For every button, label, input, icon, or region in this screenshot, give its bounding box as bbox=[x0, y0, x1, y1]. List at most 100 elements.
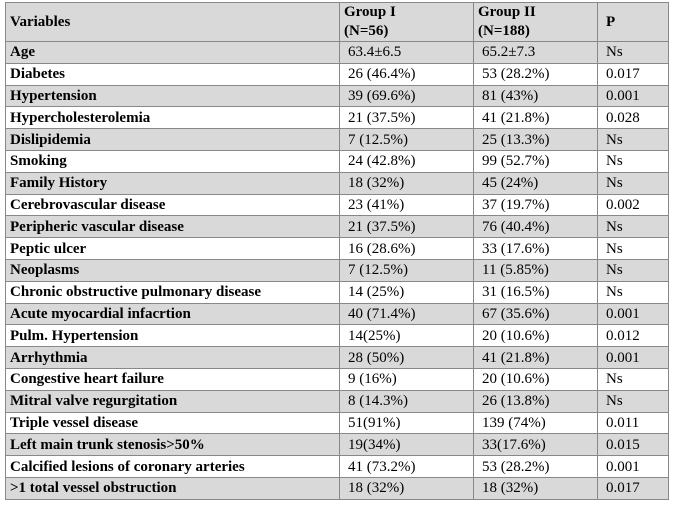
cell-group2: 53 (28.2%) bbox=[473, 62, 598, 86]
cell-p: Ns bbox=[597, 367, 669, 391]
cell-p: Ns bbox=[597, 149, 669, 173]
table-header: Variables Group I (N=56) Group II (N=188… bbox=[5, 2, 669, 42]
cell-variable: Triple vessel disease bbox=[5, 411, 340, 435]
header-group2-label: Group II bbox=[478, 4, 536, 20]
table-row: Pulm. Hypertension 14(25%) 20 (10.6%) 0.012 bbox=[5, 324, 669, 348]
table-row: Hypertension 39 (69.6%) 81 (43%) 0.001 bbox=[5, 84, 669, 108]
cell-group1: 7 (12.5%) bbox=[339, 258, 474, 282]
table-row: Age 63.4±6.5 65.2±7.3 Ns bbox=[5, 41, 669, 64]
table-row: Peptic ulcer 16 (28.6%) 33 (17.6%) Ns bbox=[5, 237, 669, 260]
cell-group1: 39 (69.6%) bbox=[339, 84, 474, 108]
header-group1-n: (N=56) bbox=[344, 23, 389, 39]
table-row: Cerebrovascular disease 23 (41%) 37 (19.7%… bbox=[5, 193, 669, 217]
cell-group1: 28 (50%) bbox=[339, 346, 474, 369]
cell-group1: 9 (16%) bbox=[339, 367, 474, 391]
cell-p: Ns bbox=[597, 128, 669, 151]
cell-group1: 21 (37.5%) bbox=[339, 106, 474, 130]
header-group2: Group II (N=188) bbox=[473, 2, 598, 42]
cell-group1: 26 (46.4%) bbox=[339, 62, 474, 86]
table-row: >1 total vessel obstruction 18 (32%) 18 (3… bbox=[5, 476, 669, 500]
cell-group2: 41 (21.8%) bbox=[473, 106, 598, 130]
cell-p: Ns bbox=[597, 389, 669, 413]
cell-variable: Family History bbox=[5, 171, 340, 195]
cell-variable: Congestive heart failure bbox=[5, 367, 340, 391]
cell-variable: >1 total vessel obstruction bbox=[5, 476, 340, 500]
cell-group1: 24 (42.8%) bbox=[339, 149, 474, 173]
table-row: Hypercholesterolemia 21 (37.5%) 41 (21.8%)… bbox=[5, 106, 669, 130]
cell-variable: Acute myocardial infacrtion bbox=[5, 302, 340, 326]
header-p: P bbox=[597, 2, 669, 42]
header-variables: Variables bbox=[5, 2, 340, 42]
table-row: Arrhythmia 28 (50%) 41 (21.8%) 0.001 bbox=[5, 346, 669, 369]
cell-group1: 51(91%) bbox=[339, 411, 474, 435]
table-row: Chronic obstructive pulmonary disease 14 … bbox=[5, 280, 669, 304]
cell-variable: Peptic ulcer bbox=[5, 237, 340, 260]
cell-group1: 16 (28.6%) bbox=[339, 237, 474, 260]
cell-group2: 25 (13.3%) bbox=[473, 128, 598, 151]
cell-p: 0.011 bbox=[597, 411, 669, 435]
cell-group1: 14 (25%) bbox=[339, 280, 474, 304]
cell-p: 0.012 bbox=[597, 324, 669, 348]
cell-group2: 33 (17.6%) bbox=[473, 237, 598, 260]
cell-group2: 26 (13.8%) bbox=[473, 389, 598, 413]
cell-p: Ns bbox=[597, 171, 669, 195]
cell-group2: 76 (40.4%) bbox=[473, 215, 598, 239]
table-row: Calcified lesions of coronary arteries 41… bbox=[5, 455, 669, 478]
cell-variable: Dislipidemia bbox=[5, 128, 340, 151]
cell-variable: Peripheric vascular disease bbox=[5, 215, 340, 239]
cell-group1: 7 (12.5%) bbox=[339, 128, 474, 151]
cell-p: 0.001 bbox=[597, 455, 669, 478]
cell-p: 0.001 bbox=[597, 302, 669, 326]
cell-group1: 21 (37.5%) bbox=[339, 215, 474, 239]
cell-p: 0.017 bbox=[597, 62, 669, 86]
cell-group1: 18 (32%) bbox=[339, 476, 474, 500]
cell-variable: Pulm. Hypertension bbox=[5, 324, 340, 348]
cell-group2: 20 (10.6%) bbox=[473, 324, 598, 348]
header-group1: Group I (N=56) bbox=[339, 2, 474, 42]
cell-variable: Hypercholesterolemia bbox=[5, 106, 340, 130]
cell-p: 0.017 bbox=[597, 476, 669, 500]
data-table: Variables Group I (N=56) Group II (N=188… bbox=[5, 2, 669, 500]
cell-p: Ns bbox=[597, 258, 669, 282]
cell-group1: 19(34%) bbox=[339, 433, 474, 457]
cell-variable: Cerebrovascular disease bbox=[5, 193, 340, 217]
cell-group1: 23 (41%) bbox=[339, 193, 474, 217]
cell-variable: Age bbox=[5, 41, 340, 64]
table-row: Triple vessel disease 51(91%) 139 (74%) 0.0… bbox=[5, 411, 669, 435]
cell-p: 0.028 bbox=[597, 106, 669, 130]
cell-variable: Neoplasms bbox=[5, 258, 340, 282]
cell-group2: 139 (74%) bbox=[473, 411, 598, 435]
table-container: Variables Group I (N=56) Group II (N=188… bbox=[5, 2, 669, 500]
cell-p: 0.001 bbox=[597, 346, 669, 369]
cell-group1: 8 (14.3%) bbox=[339, 389, 474, 413]
cell-variable: Mitral valve regurgitation bbox=[5, 389, 340, 413]
cell-variable: Diabetes bbox=[5, 62, 340, 86]
table-row: Dislipidemia 7 (12.5%) 25 (13.3%) Ns bbox=[5, 128, 669, 151]
cell-variable: Hypertension bbox=[5, 84, 340, 108]
cell-group1: 40 (71.4%) bbox=[339, 302, 474, 326]
cell-p: Ns bbox=[597, 280, 669, 304]
cell-group2: 11 (5.85%) bbox=[473, 258, 598, 282]
cell-group1: 41 (73.2%) bbox=[339, 455, 474, 478]
table-row: Mitral valve regurgitation 8 (14.3%) 26 (1… bbox=[5, 389, 669, 413]
header-group2-n: (N=188) bbox=[478, 23, 530, 39]
cell-group2: 65.2±7.3 bbox=[473, 41, 598, 64]
table-row: Acute myocardial infacrtion 40 (71.4%) 67 … bbox=[5, 302, 669, 326]
cell-group2: 45 (24%) bbox=[473, 171, 598, 195]
cell-group2: 41 (21.8%) bbox=[473, 346, 598, 369]
table-row: Neoplasms 7 (12.5%) 11 (5.85%) Ns bbox=[5, 258, 669, 282]
cell-variable: Arrhythmia bbox=[5, 346, 340, 369]
table-row: Peripheric vascular disease 21 (37.5%) 76 … bbox=[5, 215, 669, 239]
cell-group2: 81 (43%) bbox=[473, 84, 598, 108]
cell-group1: 63.4±6.5 bbox=[339, 41, 474, 64]
table-body: Age 63.4±6.5 65.2±7.3 Ns Diabetes 26 (46.4%) 5… bbox=[5, 41, 669, 500]
cell-p: 0.002 bbox=[597, 193, 669, 217]
cell-group2: 33(17.6%) bbox=[473, 433, 598, 457]
cell-variable: Smoking bbox=[5, 149, 340, 173]
cell-variable: Chronic obstructive pulmonary disease bbox=[5, 280, 340, 304]
cell-group2: 18 (32%) bbox=[473, 476, 598, 500]
cell-group1: 14(25%) bbox=[339, 324, 474, 348]
cell-variable: Left main trunk stenosis>50% bbox=[5, 433, 340, 457]
table-row: Diabetes 26 (46.4%) 53 (28.2%) 0.017 bbox=[5, 62, 669, 86]
table-row: Left main trunk stenosis>50% 19(34%) 33(17… bbox=[5, 433, 669, 457]
